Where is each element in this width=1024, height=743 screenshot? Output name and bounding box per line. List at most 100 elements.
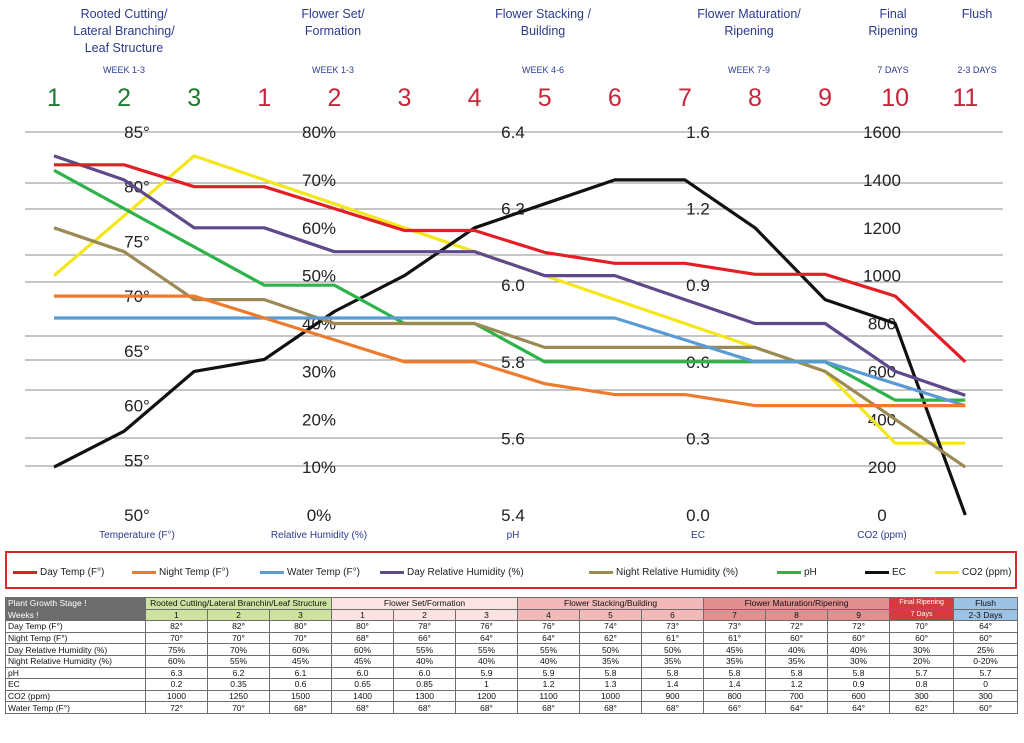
table-cell: 78° (393, 620, 457, 633)
stage-week: WEEK 1-3 (312, 65, 354, 75)
table-cell: 0.35 (207, 678, 270, 691)
table-cell: 0.8 (889, 678, 955, 691)
table-row: pH 6.3 6.2 6.1 6.0 6.0 5.9 5.9 5.8 5.8 5.8 5.8 5.8 5.… (5, 666, 1019, 680)
table-cell: 60% (268, 643, 333, 656)
table-week-header: 6 (641, 608, 705, 622)
legend-swatch (935, 570, 959, 574)
table-cell: 40% (393, 654, 457, 668)
week-number: 1 (47, 84, 61, 112)
table-cell: 70% (207, 643, 270, 656)
week-numbers: 1 2 3 1 2 3 4 5 6 7 8 9 10 11 (47, 84, 978, 112)
table-cell: 300 (889, 689, 955, 703)
stage-title: Ripening (724, 24, 773, 38)
table-cell: 1400 (331, 689, 395, 703)
table-cell: 40% (827, 643, 891, 656)
table-cell: 62° (579, 631, 643, 645)
table-row-label: pH (5, 666, 146, 680)
table-cell: 68° (268, 701, 333, 714)
table-header-stages: Plant Growth Stage ! Rooted Cutting/Later… (5, 597, 1019, 610)
table-stage-header: Flower Stacking/Building (517, 597, 705, 610)
table-cell: 61° (703, 631, 767, 645)
tick-label: 50% (302, 267, 336, 286)
legend-swatch (589, 570, 613, 574)
legend-label: Night Relative Humidity (%) (616, 566, 739, 578)
week-number: 9 (818, 84, 832, 112)
tick-label: 0% (307, 506, 332, 525)
axis-tick-labels: 50°55°60°65°70°75°80°85°0%10%20%30%40%50… (124, 123, 901, 525)
week-number: 2 (327, 84, 341, 112)
table-cell: 5.7 (889, 666, 955, 680)
table-cell: 64° (827, 701, 891, 714)
tick-label: 75° (124, 232, 150, 251)
table-week-header: 7 Days (889, 608, 955, 622)
tick-label: 65° (124, 342, 150, 361)
table-cell: 60° (889, 631, 955, 645)
week-number: 1 (257, 84, 271, 112)
table-cell: 30% (889, 643, 955, 656)
table-cell: 300 (953, 689, 1019, 703)
table-row: EC 0.2 0.35 0.6 0.65 0.85 1 1.2 1.3 1.4 1.4 1.2 0.9 0… (5, 678, 1019, 691)
legend-label: Day Temp (F°) (40, 566, 105, 578)
table-cell: 1.2 (517, 678, 581, 691)
legend-label: Night Temp (F°) (159, 566, 229, 578)
table-cell: 1.3 (579, 678, 643, 691)
table-cell: 5.9 (455, 666, 519, 680)
tick-label: 85° (124, 123, 150, 142)
axis-label: CO2 (ppm) (857, 530, 906, 541)
tick-label: 70% (302, 171, 336, 190)
week-number: 4 (468, 84, 482, 112)
table-cell: 6.1 (268, 666, 333, 680)
table-cell: 72° (765, 620, 829, 633)
table-cell: 64° (517, 631, 581, 645)
tick-label: 800 (868, 315, 896, 334)
table-cell: 76° (455, 620, 519, 633)
table-cell: 70° (889, 620, 955, 633)
table-cell: 6.0 (331, 666, 395, 680)
stage-title: Lateral Branching/ (73, 24, 175, 38)
table-cell: 70° (268, 631, 333, 645)
legend-swatch (865, 570, 889, 574)
table-cell: 1100 (517, 689, 581, 703)
legend-label: CO2 (ppm) (962, 566, 1012, 578)
gridlines (25, 131, 1003, 467)
table-cell: 82° (207, 620, 270, 633)
legend-swatch (132, 570, 156, 574)
stage-week: 2-3 DAYS (957, 65, 996, 75)
week-number: 6 (608, 84, 622, 112)
table-cell: 900 (641, 689, 705, 703)
table-row-label: CO2 (ppm) (5, 689, 146, 703)
table-cell: 45% (331, 654, 395, 668)
tick-label: 1400 (863, 171, 901, 190)
table-cell: 73° (641, 620, 705, 633)
series-line (54, 316, 966, 408)
table-cell: 30% (827, 654, 891, 668)
tick-label: 60% (302, 219, 336, 238)
table-cell: 1.2 (765, 678, 829, 691)
table-cell: 20% (889, 654, 955, 668)
table-cell: 74° (579, 620, 643, 633)
table-cell: 5.8 (641, 666, 705, 680)
week-number: 2 (117, 84, 131, 112)
legend-item: Water Temp (F°) (260, 565, 360, 579)
table-row-label: Day Temp (F°) (5, 620, 146, 633)
table-cell: 68° (641, 701, 705, 714)
table-cell: 0.65 (331, 678, 395, 691)
table-cell: 5.8 (579, 666, 643, 680)
table-row-label: Day Relative Humidity (%) (5, 643, 146, 656)
legend-label: pH (804, 566, 817, 578)
table-cell: 66° (703, 701, 767, 714)
table-row-label: Night Temp (F°) (5, 631, 146, 645)
table-cell: 55% (393, 643, 457, 656)
table-cell: 0.85 (393, 678, 457, 691)
week-number: 8 (748, 84, 762, 112)
table-cell: 60° (827, 631, 891, 645)
legend-item: CO2 (ppm) (935, 565, 1011, 579)
table-cell: 70° (145, 631, 208, 645)
table-week-header: 8 (765, 608, 829, 622)
table-cell: 6.2 (207, 666, 270, 680)
table-cell: 40% (765, 643, 829, 656)
table-row: Day Relative Humidity (%) 75% 70% 60% 60% 55%… (5, 643, 1019, 656)
table-cell: 68° (517, 701, 581, 714)
table-cell: 68° (331, 701, 395, 714)
table-cell: 70° (207, 631, 270, 645)
